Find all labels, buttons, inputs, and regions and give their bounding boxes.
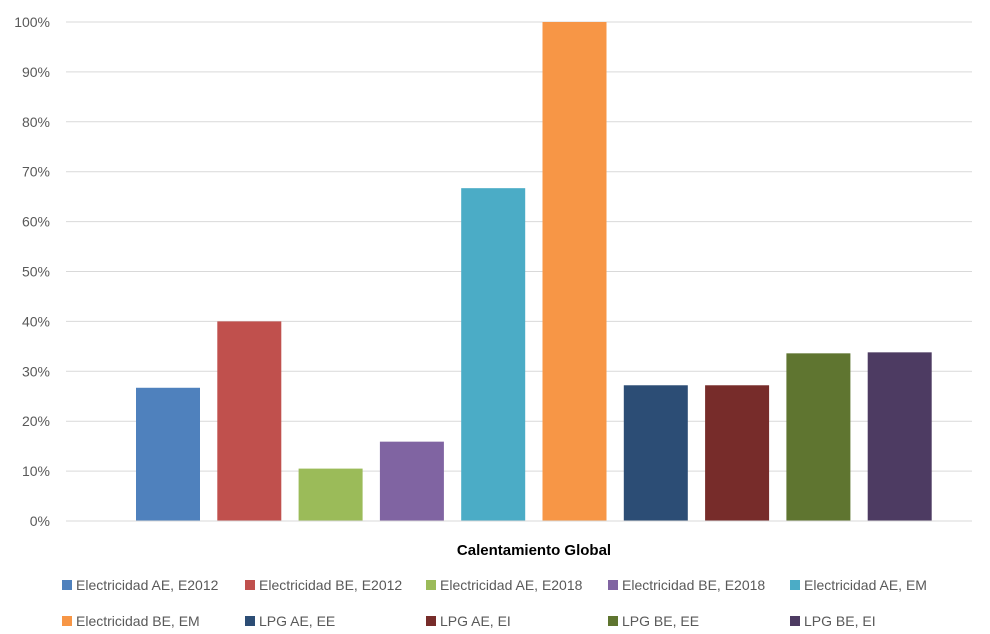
legend-swatch bbox=[608, 580, 618, 590]
y-tick-label: 40% bbox=[22, 313, 50, 329]
legend-swatch bbox=[790, 616, 800, 626]
legend-label: Electricidad BE, E2012 bbox=[259, 577, 402, 593]
y-tick-label: 50% bbox=[22, 264, 50, 280]
legend-swatch bbox=[245, 580, 255, 590]
legend-label: Electricidad AE, EM bbox=[804, 577, 927, 593]
y-tick-label: 60% bbox=[22, 214, 50, 230]
bar bbox=[623, 385, 688, 521]
y-tick-label: 100% bbox=[14, 14, 50, 30]
legend-swatch bbox=[790, 580, 800, 590]
legend-swatch bbox=[426, 580, 436, 590]
legend-label: LPG BE, EI bbox=[804, 613, 876, 629]
legend-swatch bbox=[608, 616, 618, 626]
legend-label: Electricidad AE, E2018 bbox=[440, 577, 583, 593]
legend-swatch bbox=[245, 616, 255, 626]
y-tick-label: 0% bbox=[30, 513, 50, 529]
legend-swatch bbox=[62, 580, 72, 590]
bar bbox=[136, 387, 200, 521]
legend-label: LPG AE, EI bbox=[440, 613, 511, 629]
bar bbox=[217, 321, 282, 521]
y-tick-label: 30% bbox=[22, 363, 50, 379]
bar bbox=[705, 385, 770, 521]
y-tick-label: 80% bbox=[22, 114, 50, 130]
x-category-label: Calentamiento Global bbox=[457, 542, 611, 559]
legend-label: LPG AE, EE bbox=[259, 613, 335, 629]
legend-swatch bbox=[62, 616, 72, 626]
legend-label: Electricidad AE, E2012 bbox=[76, 577, 219, 593]
y-tick-label: 20% bbox=[22, 413, 50, 429]
bar bbox=[298, 468, 363, 521]
y-tick-label: 90% bbox=[22, 64, 50, 80]
y-tick-label: 10% bbox=[22, 463, 50, 479]
legend-label: Electricidad BE, EM bbox=[76, 613, 200, 629]
bar bbox=[786, 353, 851, 521]
bars bbox=[136, 22, 932, 522]
legend-label: LPG BE, EE bbox=[622, 613, 699, 629]
bar bbox=[542, 22, 607, 521]
legend-label: Electricidad BE, E2018 bbox=[622, 577, 765, 593]
bar bbox=[461, 188, 526, 522]
y-axis-tick-labels: 0% 10% 20% 30% 40% 50% 60% 70% 80% 90% 100% bbox=[14, 14, 50, 529]
bar bbox=[867, 352, 932, 521]
bar bbox=[379, 441, 444, 521]
legend-swatch bbox=[426, 616, 436, 626]
legend: Electricidad AE, E2012 Electricidad BE, E… bbox=[62, 577, 927, 629]
y-tick-label: 70% bbox=[22, 164, 50, 180]
